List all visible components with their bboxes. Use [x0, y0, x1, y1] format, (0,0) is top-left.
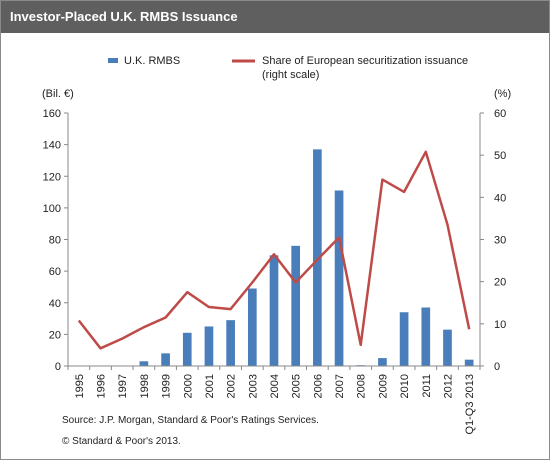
x-tick-label: 1999	[161, 374, 173, 398]
bar	[378, 358, 387, 366]
bar	[161, 353, 170, 366]
right-axis-unit: (%)	[494, 88, 511, 100]
x-tick-label: 2004	[269, 374, 281, 398]
x-tick-label: 2008	[356, 374, 368, 398]
source-note: Source: J.P. Morgan, Standard & Poor's R…	[62, 415, 319, 426]
bar	[443, 329, 452, 366]
bar	[269, 255, 279, 366]
x-tick-label: 2001	[204, 374, 216, 398]
bar	[182, 332, 192, 366]
x-tick-label: Q1-Q3 2013	[464, 374, 476, 435]
x-tick-label: 2005	[291, 374, 303, 398]
legend-label-line: Share of European securitization issuanc…	[262, 55, 468, 81]
left-axis-unit: (Bil. €)	[42, 88, 74, 100]
left-tick-label: 120	[43, 171, 61, 183]
bar	[139, 361, 149, 366]
right-tick-label: 50	[494, 150, 506, 162]
right-tick-label: 0	[494, 361, 500, 373]
bar	[399, 312, 409, 366]
right-tick-label: 60	[494, 108, 506, 120]
bar	[204, 326, 214, 366]
x-tick-label: 2012	[442, 374, 454, 398]
left-tick-label: 60	[49, 266, 61, 278]
right-tick-label: 20	[494, 277, 506, 289]
x-tick-label: 2002	[226, 374, 238, 398]
legend-swatch-bar	[108, 58, 118, 63]
bar	[334, 190, 344, 366]
bar	[464, 359, 474, 366]
copyright-note: © Standard & Poor's 2013.	[62, 436, 181, 447]
title-bar: Investor-Placed U.K. RMBS Issuance	[1, 1, 549, 33]
x-tick-label: 2010	[399, 374, 411, 398]
right-tick-label: 40	[494, 192, 506, 204]
x-tick-label: 2009	[377, 374, 389, 398]
x-tick-label: 2007	[334, 374, 346, 398]
bar	[421, 307, 431, 366]
left-tick-label: 140	[43, 140, 61, 152]
x-tick-label: 2000	[182, 374, 194, 398]
x-tick-label: 1998	[139, 374, 151, 398]
x-tick-label: 1997	[117, 374, 129, 398]
x-tick-label: 2003	[247, 374, 259, 398]
left-tick-label: 40	[49, 298, 61, 310]
x-tick-label: 1996	[96, 374, 108, 398]
chart-title: Investor-Placed U.K. RMBS Issuance	[10, 9, 238, 24]
bar	[247, 288, 257, 366]
bar	[291, 245, 301, 366]
bar	[313, 149, 322, 366]
x-tick-label: 2006	[312, 374, 324, 398]
right-tick-label: 10	[494, 319, 506, 331]
right-tick-label: 30	[494, 235, 506, 247]
bar	[226, 320, 235, 366]
share-line	[77, 150, 471, 350]
left-tick-label: 0	[55, 361, 61, 373]
x-tick-label: 2011	[421, 374, 433, 398]
x-tick-label: 1995	[74, 374, 86, 398]
left-tick-label: 100	[43, 203, 61, 215]
legend-label-bar: U.K. RMBS	[124, 55, 180, 67]
left-tick-label: 80	[49, 235, 61, 247]
left-tick-label: 160	[43, 108, 61, 120]
left-tick-label: 20	[49, 329, 61, 341]
